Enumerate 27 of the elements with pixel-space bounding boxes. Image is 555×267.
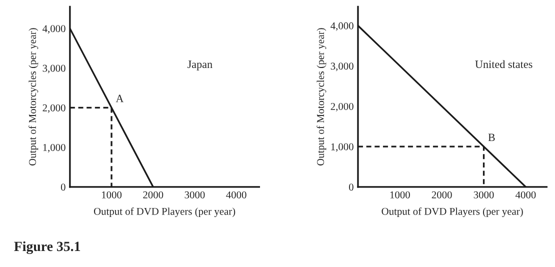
y-tick-label: 3,000 (330, 62, 354, 72)
x-tick-label: 3000 (474, 191, 494, 198)
x-axis-title: Output of DVD Players (per year) (382, 207, 523, 218)
caption: Figure 35.1 (14, 241, 80, 254)
y-axis-title: Output of Motorcycles (per year) (316, 28, 326, 166)
y-tick-label: 4,000 (42, 25, 66, 34)
y-tick-label: 2,000 (42, 104, 66, 113)
annotation: B (488, 134, 495, 142)
x-tick-label: 2000 (432, 191, 452, 198)
x-tick-label: 4000 (515, 191, 536, 198)
x-tick-label: 4000 (226, 191, 246, 198)
x-tick-label: 1000 (390, 191, 410, 198)
y-tick-label: 0 (60, 184, 66, 191)
x-tick-label: 3000 (184, 191, 205, 198)
x-axis-title: Output of DVD Players (per year) (94, 207, 236, 218)
annotation: A (116, 94, 124, 102)
y-tick-label: 2,000 (330, 102, 354, 112)
y-axis-title: Output of Motorcycles (per year) (28, 28, 38, 166)
x-tick-label: 1000 (102, 191, 122, 198)
annotation: United states (475, 60, 532, 68)
y-tick-label: 3,000 (42, 64, 66, 74)
x-tick-label: 2000 (143, 191, 164, 198)
y-tick-label: 4,000 (330, 22, 354, 31)
y-tick-label: 0 (348, 184, 354, 191)
annotation: Japan (188, 60, 212, 70)
y-tick-label: 1,000 (43, 144, 66, 153)
y-tick-label: 1,000 (331, 143, 354, 152)
